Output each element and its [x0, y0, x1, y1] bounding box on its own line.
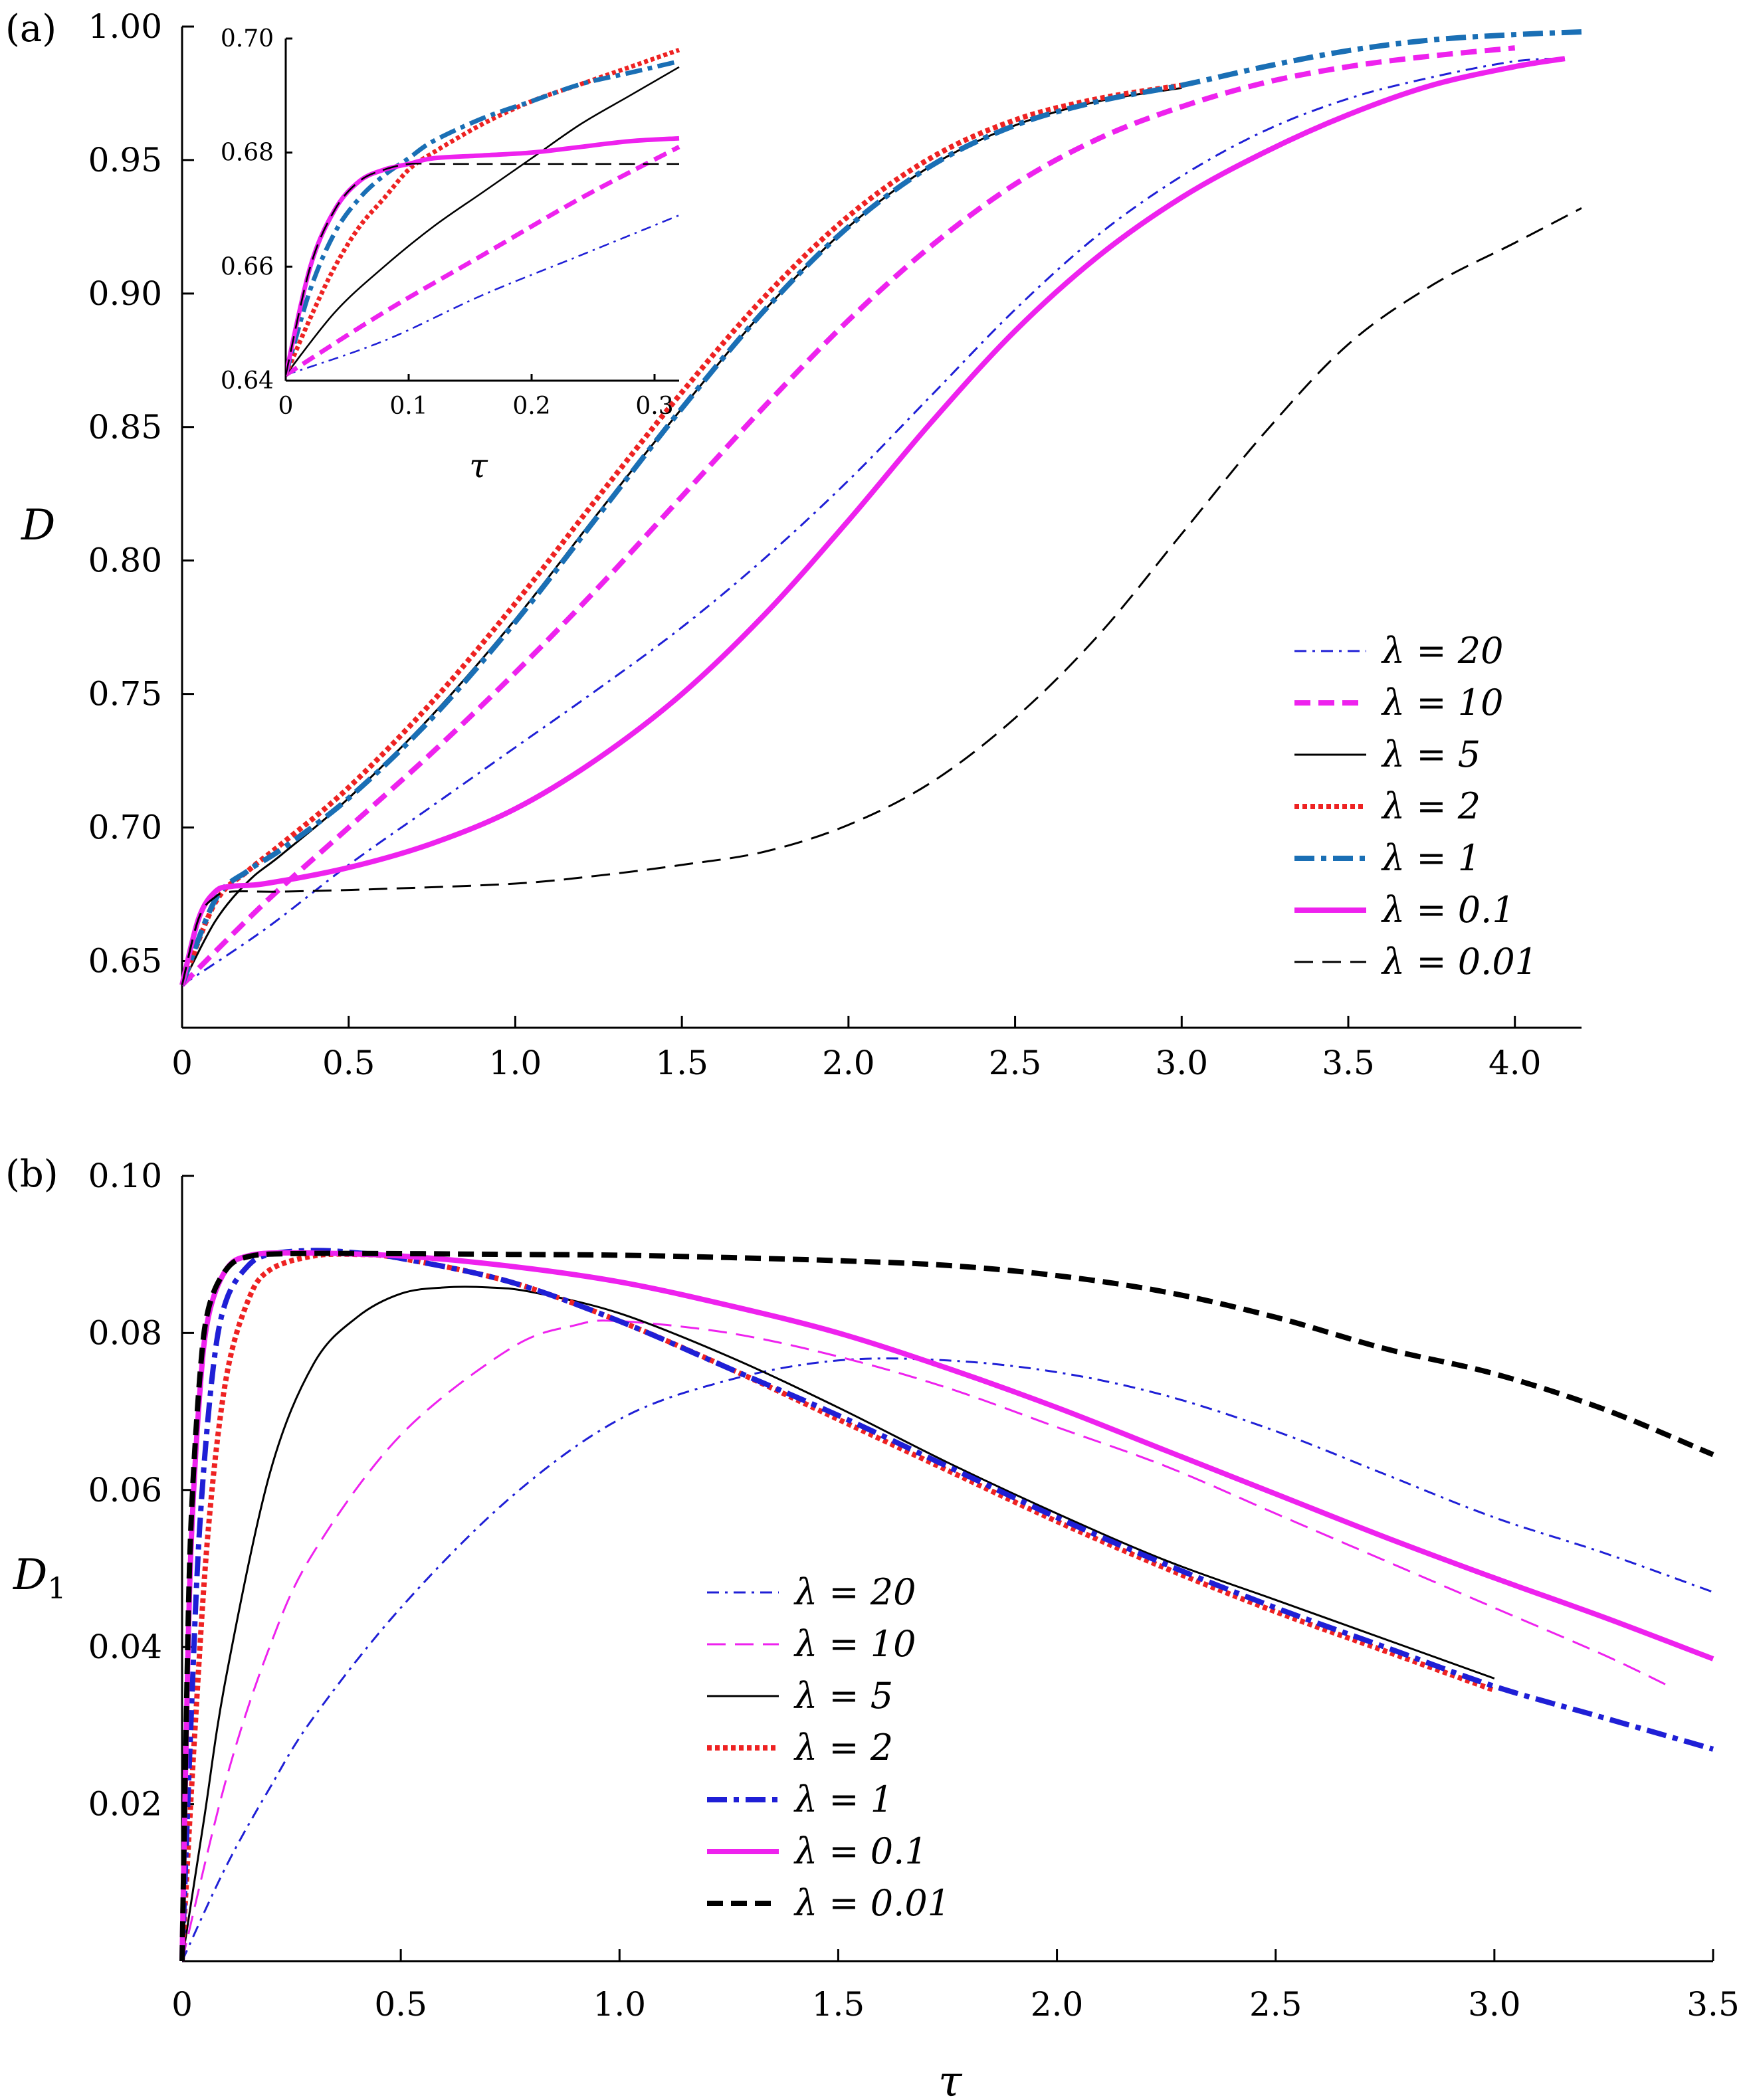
panel-b-x-axis-title: τ — [938, 2057, 963, 2100]
inset-x-tick-label: 0 — [278, 393, 294, 420]
panel-b-y-tick-label: 0.04 — [88, 1628, 162, 1666]
panel-a-y-tick-label: 0.75 — [88, 675, 162, 714]
legend-label-lambda-1: λ = 1 — [1381, 837, 1481, 879]
panel-b-y-axis-title: D1 — [13, 1551, 66, 1606]
panel-b-x-tick-label: 2.0 — [1031, 1985, 1084, 2024]
panel-b-x-tick-label: 0.5 — [374, 1985, 427, 2024]
inset-series-line-lambda-1 — [286, 59, 680, 376]
panel-a-series-line-lambda-2 — [179, 82, 1182, 987]
panel-a-chart: (a) 0 0.5 1.0 1.5 2.0 2.5 3.0 3.5 4.0 0.65 0.70 0.7… — [5, 7, 1582, 1082]
panel-a-y-tick-label: 1.00 — [88, 7, 162, 46]
panel-a-series-line-lambda-1 — [179, 29, 1582, 987]
panel-b-y-tick-label: 0.08 — [88, 1313, 162, 1352]
inset-y-tick-label: 0.70 — [221, 25, 274, 52]
panel-b-x-tick-label: 0 — [171, 1985, 193, 2024]
panel-b-y-tick-label: 0.02 — [88, 1785, 162, 1824]
inset-background — [287, 39, 680, 379]
legend-label-lambda-20: λ = 20 — [1381, 630, 1504, 672]
panel-a-series-line-lambda-10 — [180, 45, 1516, 987]
inset-x-tick-label: 0.3 — [635, 393, 673, 420]
panel-a-y-tick-label: 0.85 — [88, 408, 162, 446]
panel-a-x-tick-label: 0 — [171, 1044, 193, 1082]
panel-a-axes: 0 0.5 1.0 1.5 2.0 2.5 3.0 3.5 4.0 0.65 0.70 0.75 0.8… — [88, 7, 1582, 1082]
panel-a-x-tick-label: 1.5 — [655, 1044, 708, 1082]
panel-b-x-tick-label: 2.5 — [1249, 1985, 1302, 2024]
panel-b-series — [179, 1248, 1714, 1962]
panel-b-x-tick-label: 1.5 — [812, 1985, 865, 2024]
inset-series-line-lambda-5 — [286, 66, 680, 376]
panel-b-legend: λ = 20 λ = 10 λ = 5 λ = 2 λ = 1 λ = 0.1 λ = 0.… — [707, 1571, 950, 1924]
inset-series-line-lambda-0p01 — [286, 162, 679, 375]
panel-b-series-line-lambda-2 — [179, 1251, 1496, 1962]
legend-label-lambda-0p01: λ = 0.01 — [1381, 941, 1538, 983]
panel-a-x-tick-label: 3.0 — [1156, 1044, 1209, 1082]
inset-y-tick-label: 0.66 — [221, 253, 274, 280]
inset-y-tick-label: 0.68 — [221, 140, 274, 167]
legend-label-lambda-2: λ = 2 — [793, 1727, 893, 1768]
inset-y-tick-label: 0.64 — [221, 367, 274, 395]
panel-a-y-tick-label: 0.70 — [88, 809, 162, 847]
legend-label-lambda-10: λ = 10 — [793, 1623, 916, 1665]
inset-x-tick-label: 0.2 — [512, 393, 550, 420]
panel-a-y-tick-label: 0.80 — [88, 541, 162, 580]
inset-series-line-lambda-10 — [286, 145, 680, 377]
panel-b-x-tick-label: 3.0 — [1468, 1985, 1521, 2024]
inset-x-axis-title: τ — [469, 446, 488, 485]
panel-a-x-tick-label: 0.5 — [322, 1044, 375, 1082]
legend-label-lambda-1: λ = 1 — [793, 1778, 893, 1820]
panel-a-y-tick-label: 0.65 — [88, 942, 162, 981]
legend-label-lambda-2: λ = 2 — [1381, 785, 1481, 827]
panel-b-x-tick-label: 3.5 — [1687, 1985, 1740, 2024]
panel-a-x-tick-label: 2.0 — [822, 1044, 875, 1082]
panel-a-y-tick-label: 0.90 — [88, 274, 162, 313]
panel-a-x-tick-label: 1.0 — [489, 1044, 542, 1082]
panel-a-inset: 0 0.1 0.2 0.3 0.64 0.66 0.68 0.70 τ — [221, 25, 680, 485]
panel-a-series — [179, 29, 1582, 987]
panel-a-series-line-lambda-20 — [181, 57, 1566, 986]
panel-b-series-line-lambda-20 — [181, 1357, 1714, 1962]
inset-x-tick-label: 0.1 — [389, 393, 427, 420]
legend-label-lambda-5: λ = 5 — [1381, 733, 1481, 775]
panel-b-series-line-lambda-5 — [181, 1286, 1495, 1962]
panel-b-series-line-lambda-1 — [179, 1248, 1714, 1962]
legend-label-lambda-0p1: λ = 0.1 — [793, 1830, 928, 1872]
panel-b-x-tick-label: 1.0 — [593, 1985, 647, 2024]
panel-b-y-tick-label: 0.10 — [88, 1157, 162, 1195]
legend-label-lambda-10: λ = 10 — [1381, 682, 1504, 723]
panel-a-x-tick-label: 2.5 — [989, 1044, 1042, 1082]
panel-a-series-line-lambda-0p1 — [179, 56, 1566, 986]
inset-series-line-lambda-20 — [286, 214, 680, 376]
panel-a-y-tick-label: 0.95 — [88, 141, 162, 179]
legend-label-lambda-0p01: λ = 0.01 — [793, 1882, 950, 1924]
panel-a-x-tick-label: 4.0 — [1488, 1044, 1542, 1082]
panel-b-chart: (b) 0 0.5 1.0 1.5 2.0 2.5 3.0 3.5 0.02 0.04 0.06 0.… — [5, 1153, 1740, 2100]
legend-label-lambda-0p1: λ = 0.1 — [1381, 889, 1515, 931]
panel-b-series-line-lambda-0p01 — [179, 1250, 1714, 1962]
panel-a-legend: λ = 20 λ = 10 λ = 5 λ = 2 λ = 1 λ = 0.1 λ = 0.… — [1294, 630, 1538, 983]
panel-a-label: (a) — [5, 7, 56, 50]
panel-a-x-tick-label: 3.5 — [1322, 1044, 1375, 1082]
legend-label-lambda-20: λ = 20 — [793, 1571, 916, 1613]
legend-label-lambda-5: λ = 5 — [793, 1675, 893, 1717]
panel-b-y-tick-label: 0.06 — [88, 1471, 162, 1509]
panel-b-axes: 0 0.5 1.0 1.5 2.0 2.5 3.0 3.5 0.02 0.04 0.06 0.08 0.… — [88, 1157, 1740, 2024]
panel-a-y-axis-title: D — [21, 501, 55, 550]
panel-b-label: (b) — [5, 1153, 58, 1196]
